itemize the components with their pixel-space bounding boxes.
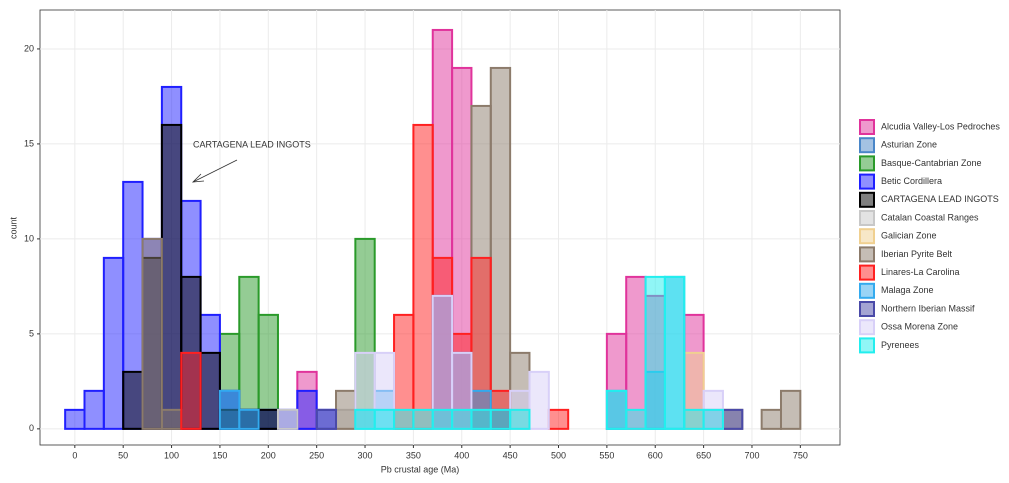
bar xyxy=(102,256,125,430)
x-tick-label: 550 xyxy=(599,450,614,460)
bar xyxy=(180,351,202,430)
x-tick-label: 100 xyxy=(164,450,179,460)
y-axis-label: count xyxy=(8,216,18,239)
bar xyxy=(412,123,434,430)
legend-label: Northern Iberian Massif xyxy=(881,303,975,313)
bar xyxy=(489,408,512,430)
legend-swatch xyxy=(859,337,875,354)
x-tick-label: 0 xyxy=(72,450,77,460)
x-tick-label: 250 xyxy=(309,450,324,460)
legend-swatch xyxy=(859,264,875,281)
bar xyxy=(721,408,744,430)
legend-swatch xyxy=(859,301,875,317)
legend-label: Catalan Coastal Ranges xyxy=(881,212,979,222)
bar xyxy=(160,123,183,430)
bar xyxy=(547,408,570,430)
bar xyxy=(663,275,686,430)
x-tick-label: 400 xyxy=(454,450,469,460)
bar xyxy=(605,389,628,430)
legend-label: Malaga Zone xyxy=(881,285,934,295)
plot-layer xyxy=(40,10,840,445)
x-tick-label: 750 xyxy=(793,450,808,460)
legend-label: Basque-Cantabrian Zone xyxy=(881,158,982,168)
x-tick-label: 450 xyxy=(503,450,518,460)
legend-swatch xyxy=(859,246,875,263)
y-tick-label: 0 xyxy=(29,423,34,433)
arrow-head xyxy=(191,173,205,183)
legend-swatch xyxy=(859,228,875,245)
bar xyxy=(315,408,338,430)
bar xyxy=(683,408,705,430)
y-tick-label: 5 xyxy=(29,328,34,338)
bar xyxy=(644,275,666,430)
bar xyxy=(141,237,163,430)
legend-label: Alcudia Valley-Los Pedroches xyxy=(881,121,1000,131)
x-tick-label: 300 xyxy=(358,450,373,460)
legend-label: Galician Zone xyxy=(881,231,937,241)
x-tick-label: 700 xyxy=(744,450,759,460)
legend-label: Pyrenees xyxy=(881,340,920,350)
bar xyxy=(257,408,279,430)
legend-label: Linares-La Carolina xyxy=(881,267,960,277)
legend-swatch xyxy=(859,119,875,135)
bar xyxy=(335,389,357,430)
legend-swatch xyxy=(859,319,875,336)
bar xyxy=(238,408,260,430)
bar xyxy=(431,408,454,430)
bar xyxy=(218,389,241,430)
y-tick-label: 20 xyxy=(24,43,34,53)
bar xyxy=(373,408,396,430)
legend-swatch xyxy=(859,155,875,172)
x-tick-label: 500 xyxy=(551,450,566,460)
bar xyxy=(702,408,724,430)
legend-swatch xyxy=(859,137,875,154)
bar xyxy=(528,370,550,430)
bar xyxy=(625,275,647,430)
bar xyxy=(470,408,492,430)
legend-label: Iberian Pyrite Belt xyxy=(881,249,953,259)
legend-label: CARTAGENA LEAD INGOTS xyxy=(881,194,999,204)
legend-swatch xyxy=(859,210,875,226)
bar xyxy=(122,370,144,430)
x-tick-label: 150 xyxy=(212,450,227,460)
annotation: CARTAGENA LEAD INGOTS xyxy=(193,139,311,149)
bar xyxy=(489,66,512,430)
annotation-arrow xyxy=(192,159,238,183)
legend-label: Betic Cordillera xyxy=(881,176,942,186)
bar xyxy=(64,408,86,430)
bar xyxy=(160,408,183,430)
x-tick-label: 600 xyxy=(648,450,663,460)
x-tick-label: 50 xyxy=(118,450,128,460)
legend-swatch xyxy=(859,173,875,190)
bar xyxy=(296,389,318,430)
legend-label: Ossa Morena Zone xyxy=(881,322,958,332)
bar xyxy=(451,408,473,430)
bar xyxy=(354,408,376,430)
bar xyxy=(760,408,782,430)
bar xyxy=(83,389,105,430)
x-tick-label: 650 xyxy=(696,450,711,460)
legend-swatch xyxy=(859,282,875,299)
bar xyxy=(779,389,802,430)
y-tick-label: 15 xyxy=(24,138,34,148)
bar xyxy=(393,408,415,430)
legend-label: Asturian Zone xyxy=(881,140,937,150)
x-axis-label: Pb crustal age (Ma) xyxy=(381,464,460,474)
bar xyxy=(238,275,260,430)
bar xyxy=(276,408,299,430)
bar xyxy=(509,408,531,430)
x-tick-label: 350 xyxy=(406,450,421,460)
legend-swatch xyxy=(859,191,875,208)
bar xyxy=(625,408,647,430)
bar xyxy=(199,351,221,430)
bar xyxy=(412,408,434,430)
x-tick-label: 200 xyxy=(261,450,276,460)
y-tick-label: 10 xyxy=(24,233,34,243)
